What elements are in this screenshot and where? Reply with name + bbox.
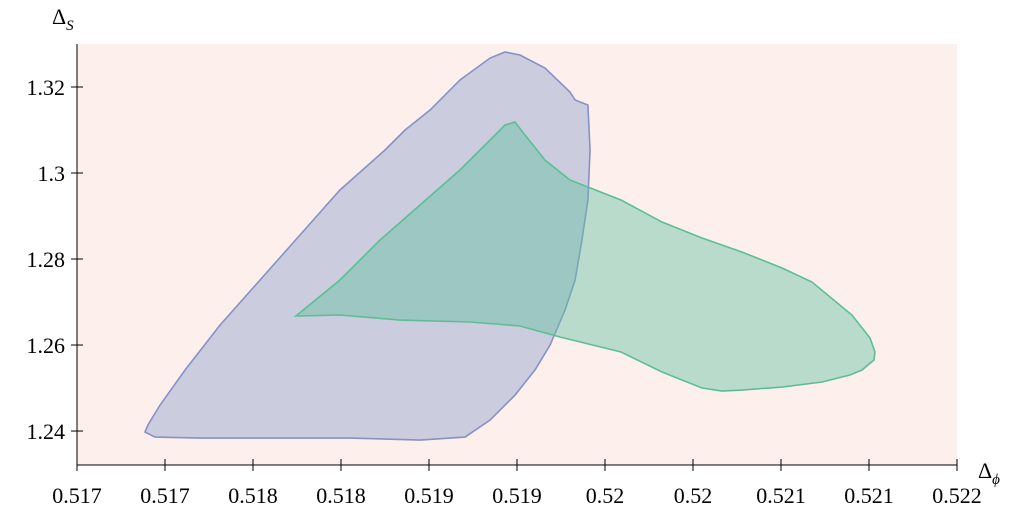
x-tick-label: 0.517 <box>52 483 102 508</box>
x-tick-label: 0.522 <box>932 483 982 508</box>
x-tick-label: 0.521 <box>756 483 806 508</box>
x-tick-label: 0.52 <box>674 483 713 508</box>
x-tick-label: 0.517 <box>140 483 190 508</box>
x-axis-label: Δϕ <box>978 458 1000 488</box>
y-label-sub: S <box>66 18 74 34</box>
region <box>143 51 591 441</box>
x-tick-label: 0.521 <box>844 483 894 508</box>
x-tick-label: 0.519 <box>492 483 542 508</box>
y-tick-label: 1.3 <box>38 161 66 186</box>
y-tick-label: 1.32 <box>27 75 66 100</box>
x-tick-label: 0.518 <box>228 483 278 508</box>
region <box>293 121 876 392</box>
x-label-sub: ϕ <box>992 472 1000 488</box>
y-tick-label: 1.24 <box>27 419 66 444</box>
plot-background <box>77 44 957 465</box>
x-tick-label: 0.518 <box>316 483 366 508</box>
y-axis-label: ΔS <box>52 4 74 34</box>
x-tick-label: 0.52 <box>586 483 625 508</box>
y-tick-label: 1.26 <box>27 333 66 358</box>
y-tick-label: 1.28 <box>27 247 66 272</box>
regions <box>143 51 876 441</box>
x-tick-label: 0.519 <box>404 483 454 508</box>
x-label-base: Δ <box>978 458 992 483</box>
y-label-base: Δ <box>52 4 66 29</box>
